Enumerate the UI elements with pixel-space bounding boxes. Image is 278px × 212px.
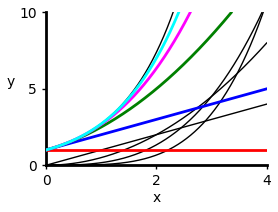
X-axis label: x: x xyxy=(152,191,160,205)
Y-axis label: y: y xyxy=(7,75,15,89)
